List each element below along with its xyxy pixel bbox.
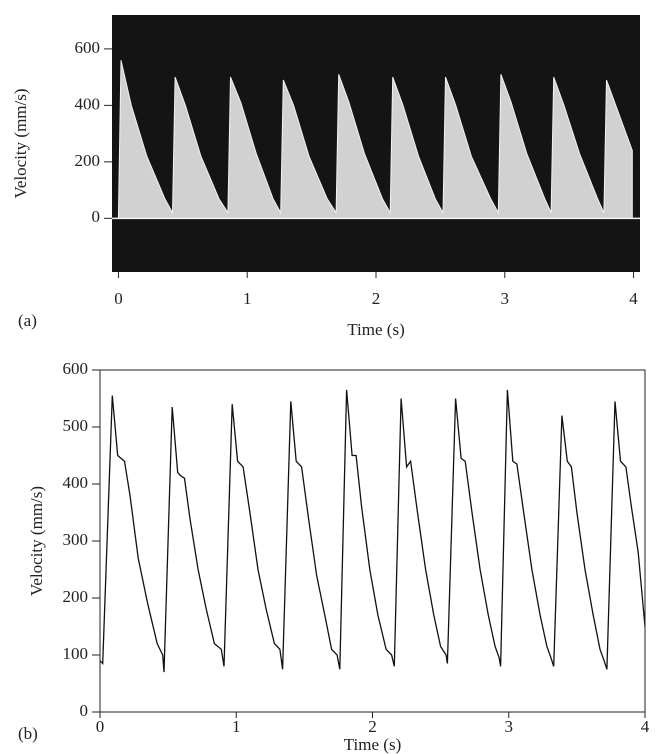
x-tick-label: 2 [368,717,377,736]
x-tick-label: 4 [641,717,650,736]
panel-label: (a) [18,311,37,330]
y-tick-label: 0 [92,207,101,226]
y-tick-label: 200 [63,587,89,606]
y-tick-label: 600 [75,38,101,57]
x-axis-label: Time (s) [344,735,401,754]
plot-frame [99,369,646,713]
panel: 0 200 400 600 0 1 2 3 4 Time (s) Velocity (mm/s) (a… [11,15,640,339]
velocity-line [99,389,646,673]
x-tick-label: 1 [232,717,241,736]
y-tick-label: 0 [80,701,89,720]
spectral-envelope [117,60,633,219]
x-axis-label: Time (s) [347,320,404,339]
y-tick-label: 500 [63,416,89,435]
y-tick-label: 300 [63,530,89,549]
x-tick-label: 3 [501,289,510,308]
y-tick-label: 200 [75,151,101,170]
x-tick-label: 4 [629,289,638,308]
y-tick-label: 100 [63,644,89,663]
x-tick-label: 0 [114,289,123,308]
panel: 0 100 200 300 400 500 600 0 1 2 3 4 Time (s) Velocity… [18,359,650,754]
y-tick-label: 400 [75,94,101,113]
y-tick-label: 400 [63,473,89,492]
panel-label: (b) [18,724,38,743]
x-tick-label: 0 [96,717,105,736]
x-tick-label: 3 [505,717,514,736]
y-axis-label: Velocity (mm/s) [27,486,46,596]
y-axis-label: Velocity (mm/s) [11,88,30,198]
x-tick-label: 2 [372,289,381,308]
y-tick-label: 600 [63,359,89,378]
x-tick-label: 1 [243,289,252,308]
